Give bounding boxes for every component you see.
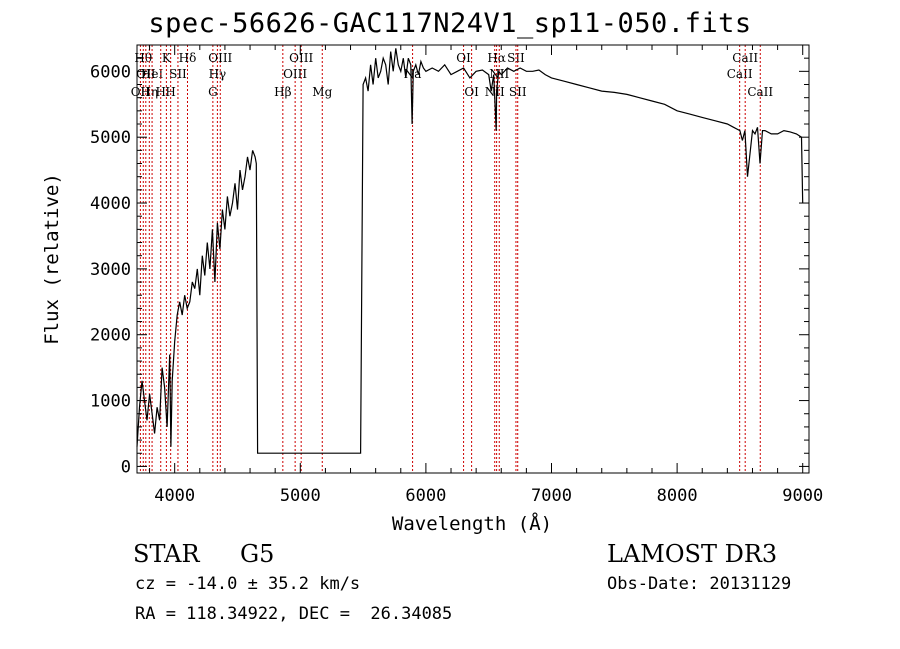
- spectral-line-label: CaII: [732, 51, 758, 65]
- x-axis-label: Wavelength (Å): [392, 512, 552, 535]
- spectrum-line-flux: [136, 48, 804, 454]
- spectral-line-label: OI: [456, 51, 471, 65]
- y-tick-label: 5000: [90, 128, 131, 148]
- x-tick-label: 5000: [280, 486, 321, 506]
- y-tick-label: 4000: [90, 194, 131, 214]
- spectral-line-label: OIII: [283, 67, 307, 81]
- observation-date: Obs-Date: 20131129: [607, 574, 792, 594]
- spectral-line-label: HeI: [141, 67, 164, 81]
- spectral-line-label: OII: [131, 85, 151, 99]
- spectrum-series-layer: [136, 48, 804, 454]
- plot-frame: [136, 44, 810, 474]
- y-tick-label: 3000: [90, 260, 131, 280]
- spectral-line-label: H: [165, 85, 175, 99]
- spectral-line-label: OIII: [289, 51, 313, 65]
- spectral-line-label: Hβ: [274, 85, 291, 99]
- object-class: STAR: [133, 540, 200, 568]
- spectral-line-label: OII: [136, 67, 156, 81]
- x-tick-label: 7000: [531, 486, 572, 506]
- axis-ticks-layer: 4000 5000 6000 7000 8000 9000 0 1000 2000 3000 400…: [90, 45, 823, 506]
- y-tick-label: 2000: [90, 326, 131, 346]
- x-tick-label: 9000: [782, 486, 823, 506]
- spectral-line-label: Hδ: [179, 51, 197, 65]
- y-axis-label: Flux (relative): [41, 173, 63, 345]
- survey-label: LAMOST DR3: [607, 540, 778, 568]
- spectral-line-label: SII: [507, 51, 525, 65]
- x-tick-label: 4000: [154, 486, 195, 506]
- spectral-line-label: G: [208, 85, 218, 99]
- spectral-line-label: OIII: [208, 51, 232, 65]
- chart-title: spec-56626-GAC117N24V1_sp11-050.fits: [148, 8, 752, 39]
- spectral-line-label: Hγ: [209, 67, 227, 81]
- x-tick-label: 6000: [405, 486, 446, 506]
- object-subclass: G5: [240, 540, 275, 568]
- spectral-line-label: Hα: [487, 51, 506, 65]
- spectral-line-label: SII: [169, 67, 187, 81]
- spectral-lines-layer: OIIHθOIIHηHeIHKHSIIHδGHγOIIIHβOIIIOIIIMg…: [131, 45, 773, 473]
- y-tick-label: 6000: [90, 62, 131, 82]
- spectral-line-label: Hη: [140, 85, 158, 99]
- spectral-line-label: CaII: [747, 85, 773, 99]
- spectral-line-label: Hθ: [134, 51, 152, 65]
- spectral-line-label: OI: [464, 85, 479, 99]
- spectral-line-label: CaII: [727, 67, 753, 81]
- y-tick-label: 0: [121, 457, 131, 477]
- spectral-line-label: K: [162, 51, 172, 65]
- spectral-line-label: Mg: [312, 85, 332, 99]
- spectral-line-label: H: [156, 85, 166, 99]
- x-tick-label: 8000: [657, 486, 698, 506]
- y-tick-label: 1000: [90, 392, 131, 412]
- spectral-line-label: SII: [509, 85, 527, 99]
- coordinates: RA = 118.34922, DEC = 26.34085: [135, 604, 453, 624]
- redshift-cz: cz = -14.0 ± 35.2 km/s: [135, 574, 361, 594]
